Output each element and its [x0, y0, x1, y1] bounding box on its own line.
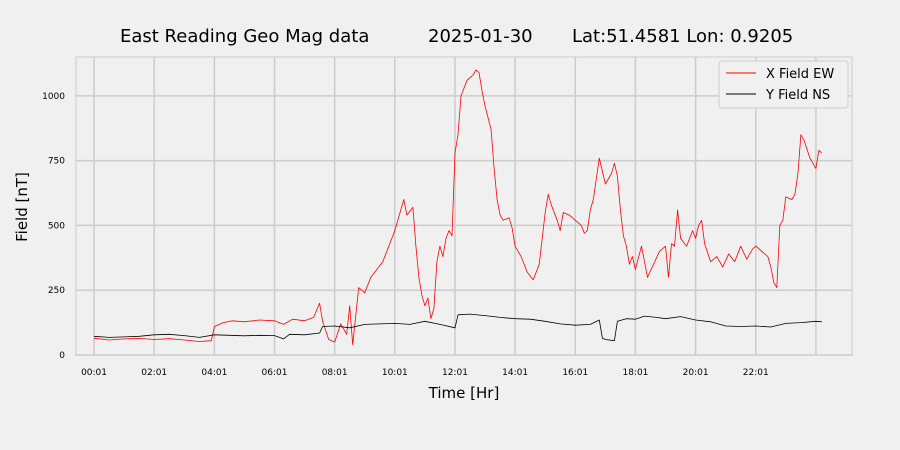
x-tick-label: 06:01	[262, 368, 288, 378]
plot-area	[75, 56, 853, 356]
x-tick-label: 10:01	[382, 368, 408, 378]
x-tick-label: 14:01	[502, 368, 528, 378]
x-tick-label: 18:01	[622, 368, 648, 378]
series-layer	[93, 69, 823, 345]
series-line-x-field	[93, 69, 823, 345]
y-tick-label: 500	[48, 221, 65, 231]
x-tick-label: 04:01	[201, 368, 227, 378]
x-tick-label: 12:01	[442, 368, 468, 378]
legend: X Field EW Y Field NS	[718, 60, 849, 109]
x-tick-label: 08:01	[322, 368, 348, 378]
x-tick-label: 16:01	[562, 368, 588, 378]
x-axis-label: Time [Hr]	[428, 384, 500, 402]
x-axis-ticks: 00:01 02:01 04:01 06:01 08:01 10:01 12:01 14:01…	[81, 368, 769, 378]
y-axis-label: Field [nT]	[13, 172, 31, 242]
x-tick-label: 20:01	[683, 368, 709, 378]
y-tick-label: 250	[48, 286, 65, 296]
chart-title-date: 2025-01-30	[428, 26, 533, 47]
y-tick-label: 0	[59, 351, 65, 361]
y-tick-label: 1000	[42, 92, 65, 102]
x-tick-label: 22:01	[743, 368, 769, 378]
y-axis-ticks: 0 250 500 750 1000	[42, 92, 65, 361]
chart-title-location: Lat:51.4581 Lon: 0.9205	[572, 26, 793, 47]
legend-label-y-field: Y Field NS	[765, 88, 830, 103]
x-tick-label: 02:01	[141, 368, 167, 378]
x-tick-label: 00:01	[81, 368, 107, 378]
legend-label-x-field: X Field EW	[766, 67, 834, 82]
chart-title-station: East Reading Geo Mag data	[120, 26, 369, 47]
y-tick-label: 750	[48, 157, 65, 167]
series-line-y-field	[93, 313, 822, 342]
